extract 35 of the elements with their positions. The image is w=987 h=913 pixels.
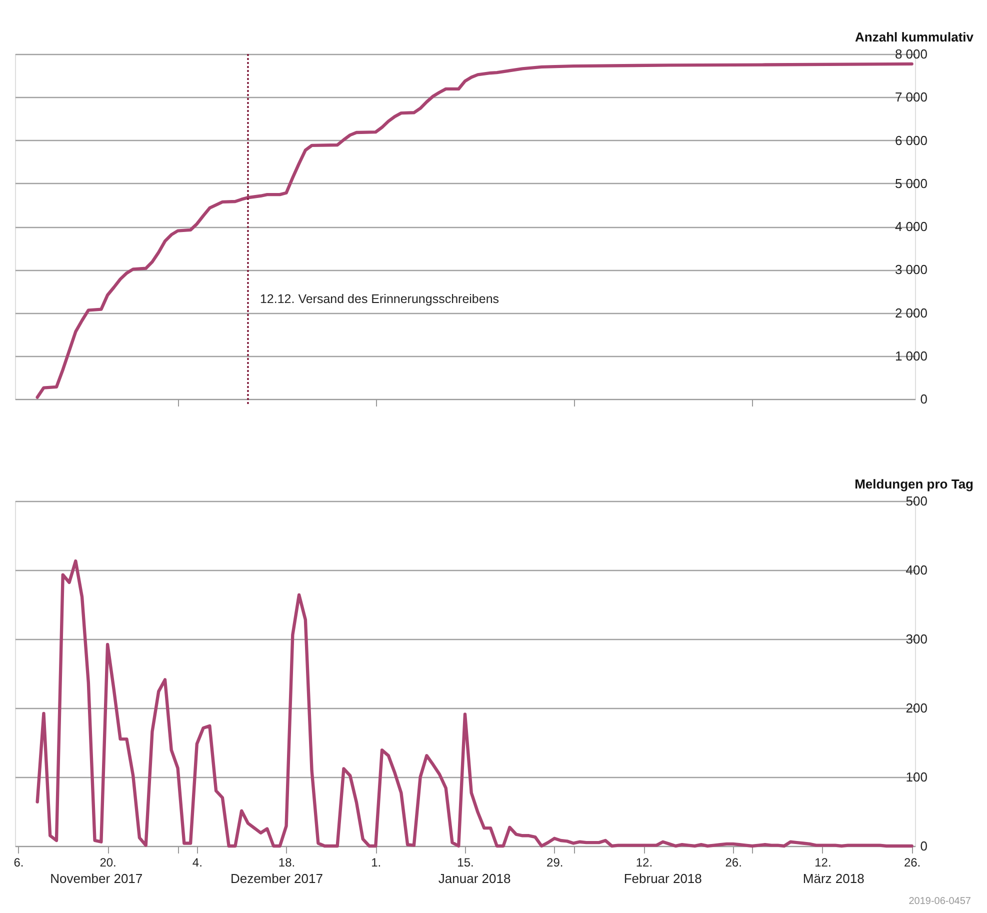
- y-tick-label: 8 000: [894, 46, 928, 62]
- x-tick-label: 26.: [725, 856, 742, 870]
- y-tick-label: 200: [906, 700, 928, 716]
- y-tick-label: 6 000: [894, 132, 928, 148]
- text: 2019-06-0457: [908, 896, 972, 907]
- ref-line-label: 12.12. Versand des Erinnerungsschreibens: [260, 292, 500, 306]
- y-tick-label: 7 000: [894, 90, 928, 105]
- y-tick-label: 100: [906, 770, 928, 784]
- text: März 2018: [802, 871, 864, 886]
- text: Dezember 2017: [230, 871, 323, 886]
- text: Januar 2018: [438, 871, 511, 886]
- x-tick-label: 4.: [192, 856, 202, 870]
- text: November 2017: [50, 871, 143, 886]
- x-tick-label: 6.: [14, 856, 24, 870]
- y-tick-label: 1 000: [894, 348, 928, 364]
- x-tick-label: 29.: [546, 856, 564, 870]
- y-tick-label: 0: [920, 838, 928, 854]
- y-tick-label: 300: [906, 632, 928, 646]
- y-tick-label: 4 000: [894, 219, 928, 234]
- y-tick-label: 2 000: [894, 305, 928, 320]
- x-tick-label: 20.: [100, 856, 116, 870]
- y-tick-label: 400: [906, 562, 928, 578]
- y-axis-title: Anzahl kummulativ: [855, 30, 974, 44]
- y-tick-label: 5 000: [894, 176, 928, 191]
- x-tick-label: 12.: [636, 856, 653, 870]
- y-tick-label: 500: [906, 494, 928, 508]
- y-tick-label: 3 000: [894, 262, 928, 278]
- x-tick-label: 12.: [814, 856, 832, 870]
- y-axis-title: Meldungen pro Tag: [854, 476, 974, 492]
- x-tick-label: 15.: [457, 856, 474, 870]
- x-tick-label: 18.: [278, 856, 296, 870]
- x-tick-label: 26.: [904, 856, 921, 870]
- x-tick-label: 1.: [371, 856, 382, 870]
- text: Februar 2018: [624, 871, 702, 886]
- y-tick-label: 0: [920, 392, 928, 406]
